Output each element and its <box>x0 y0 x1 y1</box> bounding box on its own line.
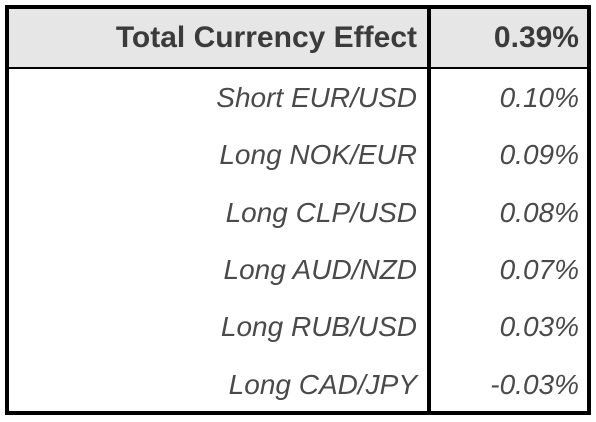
table-row: Long AUD/NZD 0.07% <box>9 241 587 298</box>
table-row: Long CLP/USD 0.08% <box>9 184 587 241</box>
column-divider <box>427 9 431 411</box>
row-value: 0.03% <box>499 310 579 342</box>
row-label: Long AUD/NZD <box>223 253 417 285</box>
table-row: Short EUR/USD 0.10% <box>9 69 587 126</box>
header-label: Total Currency Effect <box>115 21 417 54</box>
row-label: Long CLP/USD <box>225 196 417 228</box>
table-row: Long RUB/USD 0.03% <box>9 298 587 355</box>
row-value: 0.08% <box>499 196 579 228</box>
header-value: 0.39% <box>493 21 579 54</box>
currency-effect-table: Total Currency Effect 0.39% Short EUR/US… <box>5 5 591 415</box>
row-value: 0.10% <box>499 81 579 113</box>
row-label: Long CAD/JPY <box>228 368 417 400</box>
table-header-row: Total Currency Effect 0.39% <box>9 9 587 69</box>
row-value: 0.09% <box>499 138 579 170</box>
row-value: -0.03% <box>490 368 579 400</box>
row-label: Long RUB/USD <box>220 310 417 342</box>
row-value: 0.07% <box>499 253 579 285</box>
row-label: Long NOK/EUR <box>219 138 417 170</box>
table-row: Long CAD/JPY -0.03% <box>9 356 587 413</box>
row-label: Short EUR/USD <box>216 81 417 113</box>
table-row: Long NOK/EUR 0.09% <box>9 126 587 183</box>
